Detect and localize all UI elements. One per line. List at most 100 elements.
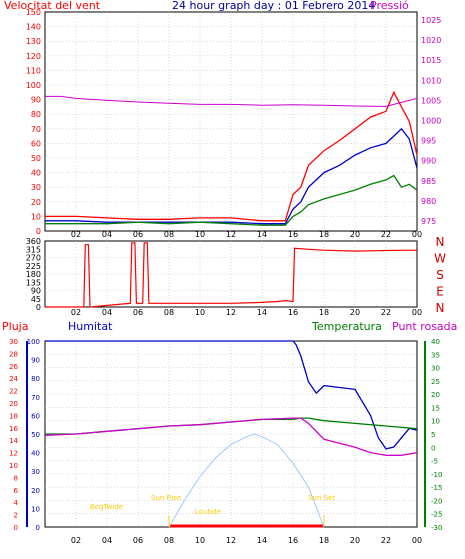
x-tick-label: 20 — [350, 230, 360, 239]
latitude-label: Loutide — [195, 508, 221, 516]
x-tick-label: 02 — [71, 230, 81, 239]
temperature-axis-tick: 25 — [431, 378, 440, 386]
rain-axis-tick: 14 — [9, 437, 18, 445]
series-pressure — [45, 95, 418, 107]
rain-axis-tick: 16 — [9, 425, 18, 433]
pressure-axis-tick: 1005 — [421, 96, 441, 105]
x-tick-label: 06 — [133, 230, 143, 239]
compass-label: W — [434, 252, 446, 266]
series-wind_other — [45, 174, 418, 226]
wind-axis-tick: 80 — [31, 110, 41, 119]
temperature-axis-tick: -5 — [431, 458, 438, 466]
series-wind_avg — [45, 127, 418, 225]
x-tick-label: 02 — [71, 536, 81, 545]
humidity-label: Humitat — [68, 320, 113, 333]
wind-axis-tick: 20 — [31, 198, 41, 207]
humidity-axis-tick: 20 — [31, 487, 40, 495]
x-tick-label: 20 — [350, 308, 360, 317]
x-tick-label: 14 — [257, 536, 267, 545]
temperature-axis-tick: 10 — [431, 418, 440, 426]
pressure-axis-tick: 1025 — [421, 16, 441, 25]
humidity-axis-tick: 70 — [31, 394, 40, 402]
wind-axis-tick: 50 — [31, 154, 41, 163]
x-tick-label: 12 — [226, 230, 236, 239]
x-tick-label: 04 — [102, 308, 112, 317]
wind-axis-tick: 130 — [26, 37, 41, 46]
temperature-axis-tick: 0 — [431, 444, 435, 452]
rain-axis-tick: 18 — [9, 412, 18, 420]
direction-axis-tick: 90 — [31, 287, 41, 296]
x-tick-label: 22 — [381, 308, 391, 317]
rain-axis-tick: 0 — [14, 524, 18, 532]
wind-axis-tick: 0 — [36, 227, 41, 236]
x-tick-label: 18 — [319, 308, 329, 317]
direction-axis-tick: 135 — [26, 278, 41, 287]
wind-axis-tick: 90 — [31, 96, 41, 105]
temperature-axis-tick: -15 — [431, 484, 442, 492]
pressure-axis-tick: 980 — [421, 197, 436, 206]
series-layer — [44, 90, 418, 528]
rain-axis-tick: 24 — [9, 375, 18, 383]
x-tick-label: 12 — [226, 536, 236, 545]
rain-axis-tick: 30 — [9, 338, 18, 346]
x-tick-label: 04 — [102, 230, 112, 239]
temperature-axis-tick: 30 — [431, 365, 440, 373]
series-direction — [45, 242, 418, 308]
direction-axis-tick: 0 — [36, 303, 41, 312]
sunset-label: Sun Set — [308, 494, 335, 502]
x-tick-label: 16 — [288, 230, 298, 239]
rain-axis-tick: 28 — [9, 350, 18, 358]
rain-axis-tick: 10 — [9, 462, 18, 470]
direction-axis-tick: 225 — [26, 262, 41, 271]
x-tick-label: 18 — [319, 536, 329, 545]
wind-axis-tick: 30 — [31, 183, 41, 192]
x-tick-label: 00 — [412, 308, 422, 317]
x-tick-label: 14 — [257, 308, 267, 317]
temperature-axis-tick: -25 — [431, 511, 442, 519]
temperature-axis-tick: 20 — [431, 391, 440, 399]
x-tick-label: 08 — [164, 230, 174, 239]
compass-label: N — [436, 235, 445, 249]
x-tick-label: 14 — [257, 230, 267, 239]
x-tick-label: 04 — [102, 536, 112, 545]
x-tick-label: 20 — [350, 536, 360, 545]
wind-axis-tick: 120 — [26, 52, 41, 61]
pressure-axis-tick: 990 — [421, 157, 436, 166]
x-tick-label: 00 — [412, 230, 422, 239]
temperature-axis-tick: 5 — [431, 431, 435, 439]
rain-label: Pluja — [2, 320, 28, 333]
wind-axis-tick: 40 — [31, 169, 41, 178]
temperature-axis-tick: -20 — [431, 497, 442, 505]
x-tick-label: 18 — [319, 230, 329, 239]
wind-axis-tick: 60 — [31, 139, 41, 148]
series-dewpoint — [44, 417, 418, 456]
x-tick-label: 16 — [288, 536, 298, 545]
humidity-axis-tick: 0 — [36, 524, 40, 532]
direction-axis-tick: 315 — [26, 245, 41, 254]
humidity-axis-tick: 100 — [27, 338, 40, 346]
pressure-axis-tick: 975 — [421, 217, 436, 226]
humidity-axis-tick: 50 — [31, 431, 40, 439]
humidity-axis-tick: 10 — [31, 505, 40, 513]
wind-axis-tick: 10 — [31, 212, 41, 221]
rain-axis-tick: 12 — [9, 450, 18, 458]
direction-axis-tick: 180 — [26, 270, 41, 279]
temperature-axis-tick: 15 — [431, 404, 440, 412]
humidity-axis-tick: 90 — [31, 357, 40, 365]
x-tick-label: 10 — [195, 230, 205, 239]
humidity-axis-tick: 60 — [31, 412, 40, 420]
x-tick-label: 06 — [133, 536, 143, 545]
x-tick-label: 08 — [164, 308, 174, 317]
temperature-axis-tick: -30 — [431, 524, 442, 532]
pressure-axis-tick: 985 — [421, 177, 436, 186]
x-tick-label: 10 — [195, 536, 205, 545]
sunrise-label: Sun Rise — [151, 494, 181, 502]
series-wind_gust — [45, 90, 418, 222]
x-tick-label: 08 — [164, 536, 174, 545]
humidity-axis-tick: 80 — [31, 375, 40, 383]
x-tick-label: 02 — [71, 308, 81, 317]
rain-axis-tick: 6 — [14, 487, 19, 495]
